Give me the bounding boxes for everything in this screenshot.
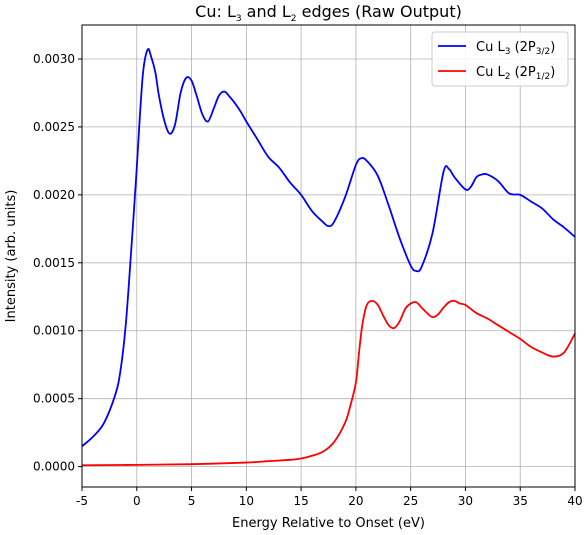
legend-subscript: 2 — [505, 72, 511, 82]
legend-text: Cu L — [476, 65, 505, 80]
legend-subscript: 1/2 — [536, 72, 550, 82]
x-tick-label: 5 — [188, 494, 196, 508]
title-subscript: 3 — [236, 14, 242, 24]
x-tick-label: 10 — [239, 494, 254, 508]
legend-text: Cu L — [476, 40, 505, 55]
legend-subscript: 3 — [505, 47, 511, 57]
x-tick-label: -5 — [76, 494, 88, 508]
y-tick-label: 0.0010 — [33, 324, 75, 338]
legend-text: ) — [550, 40, 555, 55]
x-tick-label: 0 — [133, 494, 141, 508]
series-line-0 — [81, 48, 576, 447]
ticks: -5 0 5 10 15 20 25 30 35 40 0.0000 0.0005 0.0010 0.00… — [33, 52, 583, 508]
y-tick-label: 0.0015 — [33, 256, 75, 270]
title-text: and L — [242, 2, 291, 21]
y-tick-label: 0.0030 — [33, 52, 75, 66]
series-layer — [81, 48, 576, 467]
legend: Cu L3 (2P3/2)Cu L2 (2P1/2) — [431, 31, 569, 87]
y-tick-label: 0.0000 — [33, 460, 75, 474]
y-tick-label: 0.0005 — [33, 392, 75, 406]
y-axis-label: Intensity (arb. units) — [4, 190, 19, 323]
x-tick-label: 40 — [567, 494, 582, 508]
title-text: edges (Raw Output) — [297, 2, 462, 21]
legend-text: (2P — [510, 65, 535, 80]
legend-label-1: Cu L2 (2P1/2) — [476, 65, 555, 82]
x-tick-label: 30 — [458, 494, 473, 508]
y-tick-label: 0.0025 — [33, 120, 75, 134]
x-axis-label: Energy Relative to Onset (eV) — [232, 516, 425, 531]
legend-text: ) — [550, 65, 555, 80]
legend-text: (2P — [510, 40, 535, 55]
title-subscript: 2 — [291, 14, 297, 24]
chart-title: Cu: L3 and L2 edges (Raw Output) — [195, 2, 462, 24]
x-tick-label: 15 — [293, 494, 308, 508]
legend-subscript: 3/2 — [536, 47, 550, 57]
plot-frame — [81, 24, 576, 488]
x-tick-label: 25 — [403, 494, 418, 508]
legend-label-0: Cu L3 (2P3/2) — [476, 40, 555, 57]
title-text: Cu: L — [195, 2, 236, 21]
series-line-1 — [81, 299, 576, 467]
y-tick-label: 0.0020 — [33, 188, 75, 202]
x-tick-label: 35 — [513, 494, 528, 508]
x-tick-label: 20 — [348, 494, 363, 508]
grid — [81, 25, 576, 487]
